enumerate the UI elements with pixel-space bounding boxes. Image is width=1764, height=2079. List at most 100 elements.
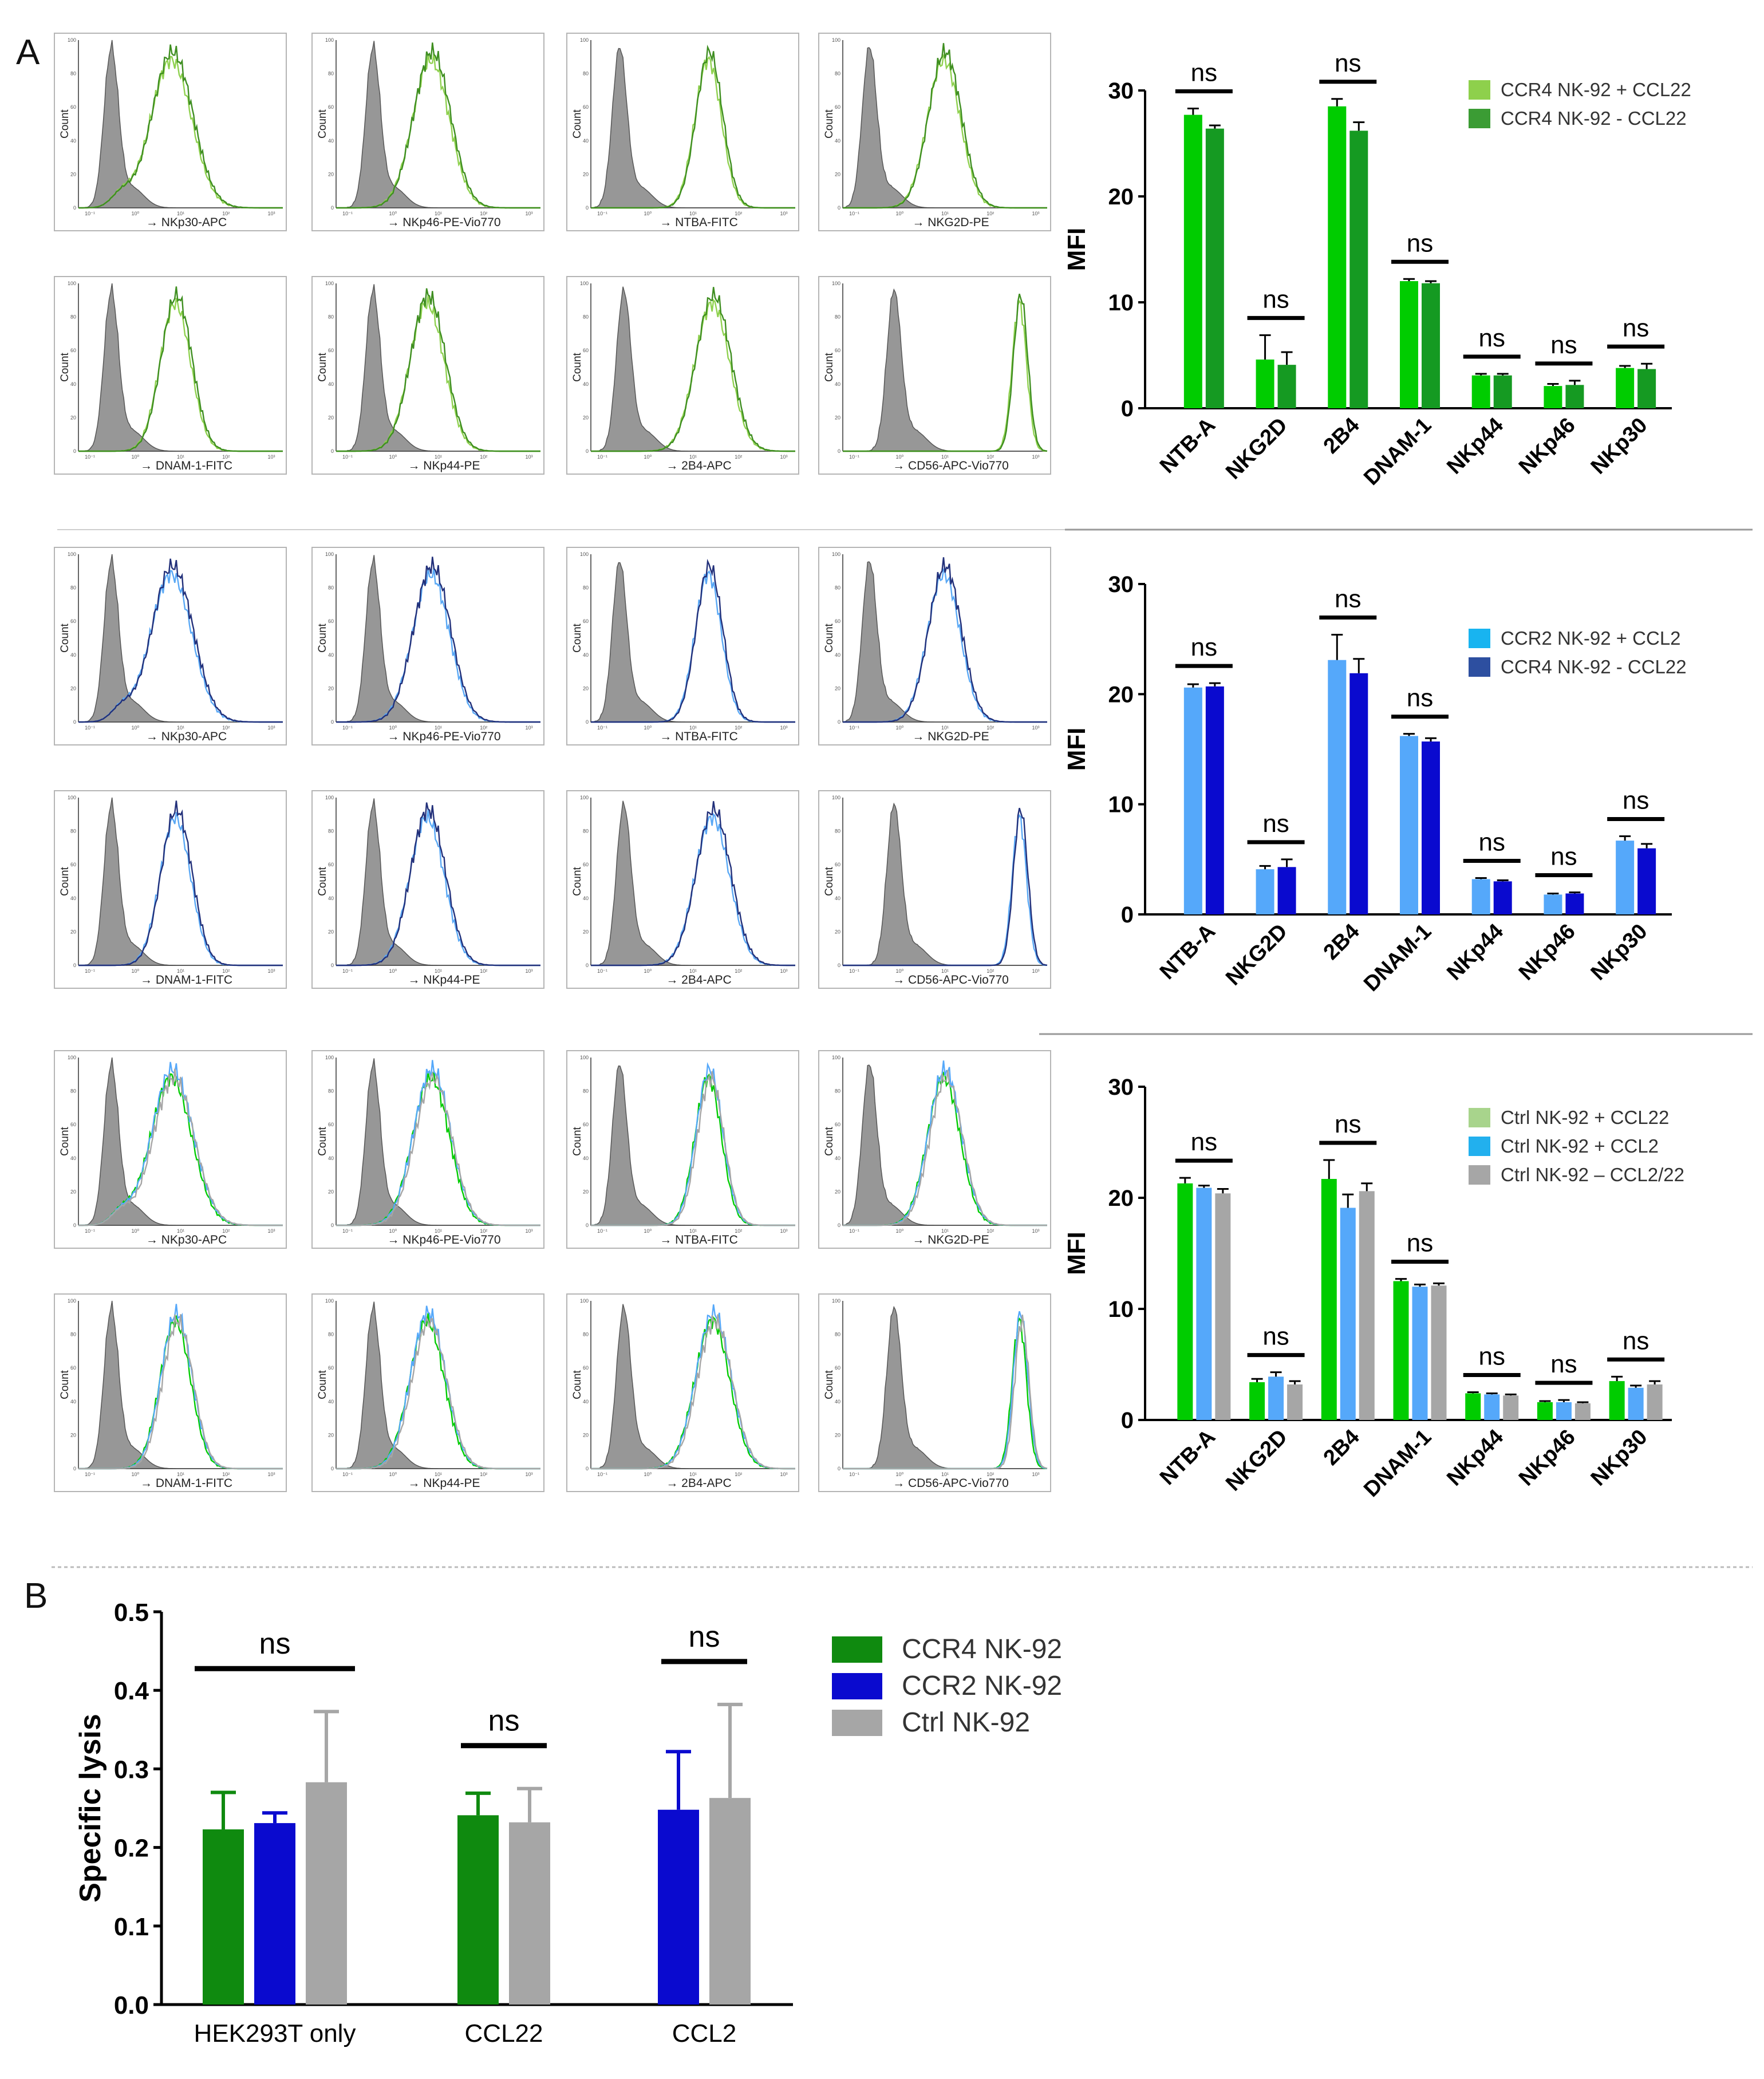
- histogram-x-label: → NKp44-PE: [408, 1477, 480, 1490]
- significance-label: ns: [1407, 684, 1433, 712]
- y-tick-label: 0.0: [114, 1991, 149, 2019]
- histogram-panel: 100 80 60 40 20 0 10⁻¹ 10⁰ 10¹ 10² 10³ Count → NKp30…: [54, 33, 287, 231]
- histogram-frame: [566, 33, 799, 231]
- histogram-x-tick: 10³: [525, 454, 532, 460]
- bar: [1609, 1381, 1625, 1420]
- histogram-x-tick: 10⁰: [131, 454, 139, 460]
- bar: [1616, 841, 1635, 914]
- bar: [1556, 1402, 1572, 1420]
- histogram-y-tick: 60: [583, 104, 589, 110]
- histogram-x-tick: 10¹: [689, 1472, 697, 1477]
- histogram-x-label: → NTBA-FITC: [660, 1233, 738, 1246]
- histogram-x-label: → 2B4-APC: [666, 1477, 731, 1490]
- legend-label: CCR2 NK-92 + CCL2: [1501, 628, 1681, 649]
- significance-label: ns: [1550, 1350, 1577, 1378]
- histogram-y-tick: 20: [328, 929, 334, 934]
- significance-label: ns: [1335, 1110, 1361, 1138]
- histogram-y-tick: 60: [328, 1365, 334, 1371]
- histogram-isotype-fill: [843, 802, 1047, 966]
- y-tick-label: 0: [1121, 396, 1134, 421]
- histogram-y-tick: 100: [832, 551, 840, 557]
- histogram-y-tick: 60: [835, 1365, 840, 1371]
- histogram-y-tick: 80: [835, 829, 840, 834]
- histogram-frame: [311, 790, 544, 989]
- bar: [1256, 869, 1274, 914]
- histogram-x-tick: 10²: [480, 725, 487, 731]
- histogram-y-tick: 20: [583, 1432, 589, 1438]
- histogram-y-tick: 0: [586, 205, 589, 211]
- histogram-y-tick: 60: [70, 1365, 76, 1371]
- histogram-y-tick: 40: [835, 138, 840, 144]
- histogram-y-tick: 80: [70, 1088, 76, 1094]
- histogram-y-tick: 0: [838, 1466, 840, 1472]
- histogram-y-tick: 100: [325, 795, 334, 800]
- histogram-y-tick: 40: [70, 138, 76, 144]
- histogram-y-tick: 80: [583, 314, 589, 320]
- significance-label: ns: [1262, 1323, 1289, 1351]
- legend-label: CCR2 NK-92: [902, 1671, 1062, 1701]
- histogram-x-tick: 10⁰: [895, 454, 903, 460]
- histogram-x-tick: 10²: [222, 454, 230, 460]
- histogram-x-tick: 10¹: [435, 968, 442, 974]
- y-tick-label: 0.2: [114, 1835, 149, 1863]
- significance-label: ns: [1550, 843, 1577, 871]
- panel-b-chart: 0.0 0.1 0.2 0.3 0.4 0.5 Specific lysis ns HEK293…: [74, 1599, 1062, 2048]
- histogram-frame: [566, 1050, 799, 1249]
- histogram-x-tick: 10³: [780, 1228, 787, 1234]
- histogram-x-tick: 10³: [267, 211, 275, 216]
- histogram-y-label: Count: [59, 352, 71, 381]
- bar: [203, 1829, 244, 2005]
- histogram-x-label: → 2B4-APC: [666, 973, 731, 987]
- histogram-y-tick: 40: [835, 1399, 840, 1405]
- histogram-y-tick: 100: [325, 551, 334, 557]
- histogram-x-tick: 10²: [986, 1472, 994, 1477]
- histogram-x-label: → CD56-APC-Vio770: [893, 973, 1009, 987]
- histogram-y-label: Count: [59, 623, 71, 652]
- bar: [1412, 1287, 1428, 1420]
- histogram-frame: [311, 1293, 544, 1492]
- bar: [254, 1823, 295, 2005]
- histogram-y-tick: 60: [70, 348, 76, 353]
- histogram-x-tick: 10²: [480, 1228, 487, 1234]
- bar: [1471, 879, 1490, 914]
- histogram-frame: [311, 547, 544, 745]
- histogram-x-tick: 10¹: [941, 454, 949, 460]
- histogram-y-tick: 20: [835, 415, 840, 420]
- histogram-y-tick: 60: [328, 104, 334, 110]
- histogram-y-tick: 80: [835, 71, 840, 77]
- histogram-x-tick: 10⁻¹: [85, 1228, 95, 1234]
- histogram-curve: [591, 1314, 795, 1470]
- y-tick-label: 0.1: [114, 1913, 149, 1941]
- histogram-y-tick: 40: [583, 1155, 589, 1161]
- y-axis-label: MFI: [1063, 1232, 1091, 1275]
- y-axis-label: MFI: [1063, 228, 1091, 271]
- histogram-x-label: → DNAM-1-FITC: [140, 1477, 232, 1490]
- histogram-panel: 100 80 60 40 20 0 10⁻¹ 10⁰ 10¹ 10² 10³ Count → CD56-…: [818, 790, 1051, 989]
- histogram-y-tick: 20: [70, 929, 76, 934]
- histogram-frame: [566, 276, 799, 475]
- histogram-x-tick: 10⁰: [389, 1228, 397, 1234]
- histogram-y-tick: 40: [328, 895, 334, 901]
- histogram-y-tick: 20: [70, 1189, 76, 1194]
- bar: [1321, 1179, 1337, 1420]
- bar: [1205, 686, 1224, 914]
- bar: [1393, 1281, 1409, 1420]
- histogram-x-tick: 10⁻¹: [597, 211, 607, 216]
- histogram-x-label: → DNAM-1-FITC: [140, 459, 232, 472]
- bar: [1287, 1384, 1303, 1420]
- histogram-x-tick: 10⁻¹: [597, 725, 607, 731]
- histogram-y-tick: 80: [70, 314, 76, 320]
- histogram-y-tick: 20: [70, 685, 76, 691]
- histogram-curve: [843, 293, 1048, 452]
- bar: [1183, 687, 1202, 914]
- bar: [1349, 131, 1368, 409]
- histogram-curve: [78, 800, 283, 966]
- histogram-x-tick: 10³: [525, 725, 532, 731]
- histogram-x-tick: 10⁻¹: [85, 1472, 95, 1477]
- histogram-x-tick: 10³: [1032, 1228, 1039, 1234]
- histogram-x-tick: 10⁻¹: [849, 968, 859, 974]
- histogram-y-label: Count: [823, 109, 835, 138]
- histogram-curve: [78, 558, 283, 723]
- bar: [1249, 1382, 1265, 1420]
- bar: [1493, 375, 1512, 408]
